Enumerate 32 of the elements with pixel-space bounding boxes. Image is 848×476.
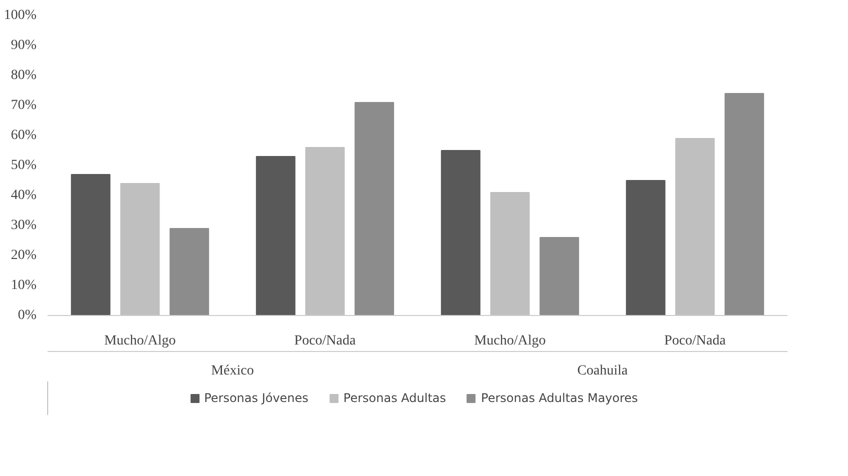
bar — [675, 138, 715, 316]
x-tick-label: Poco/Nada — [664, 334, 726, 348]
legend-label: Personas Adultas Mayores — [481, 391, 638, 405]
y-tick-label: 50% — [10, 158, 37, 173]
bar — [256, 156, 296, 316]
bar — [724, 93, 764, 316]
y-tick-label: 100% — [4, 8, 37, 23]
legend-label: Personas Jóvenes — [204, 391, 308, 405]
y-tick-label: 80% — [10, 68, 37, 83]
text: Coahuila — [577, 364, 629, 378]
x-tick-label: Mucho/Algo — [474, 334, 546, 348]
x-tick-label: Mucho/Algo — [104, 334, 176, 348]
bar — [305, 147, 345, 316]
y-tick-label: 60% — [10, 128, 37, 143]
bar — [120, 183, 160, 316]
bar — [354, 102, 394, 316]
bar — [170, 228, 210, 316]
bar — [70, 174, 110, 316]
bar — [440, 150, 480, 316]
y-tick-label: 70% — [10, 98, 37, 113]
text: México — [211, 364, 254, 378]
bar — [626, 180, 666, 316]
y-tick-label: 20% — [10, 248, 37, 263]
y-tick-label: 90% — [10, 38, 37, 53]
y-tick-label: 40% — [10, 188, 37, 203]
x-tick-label: Poco/Nada — [294, 334, 356, 348]
bar — [540, 237, 580, 316]
y-tick-label: 10% — [10, 278, 37, 293]
legend-label: Personas Adultas — [343, 391, 446, 405]
y-tick-label: 0% — [18, 308, 37, 323]
bar — [490, 192, 530, 316]
y-tick-label: 30% — [10, 218, 37, 233]
